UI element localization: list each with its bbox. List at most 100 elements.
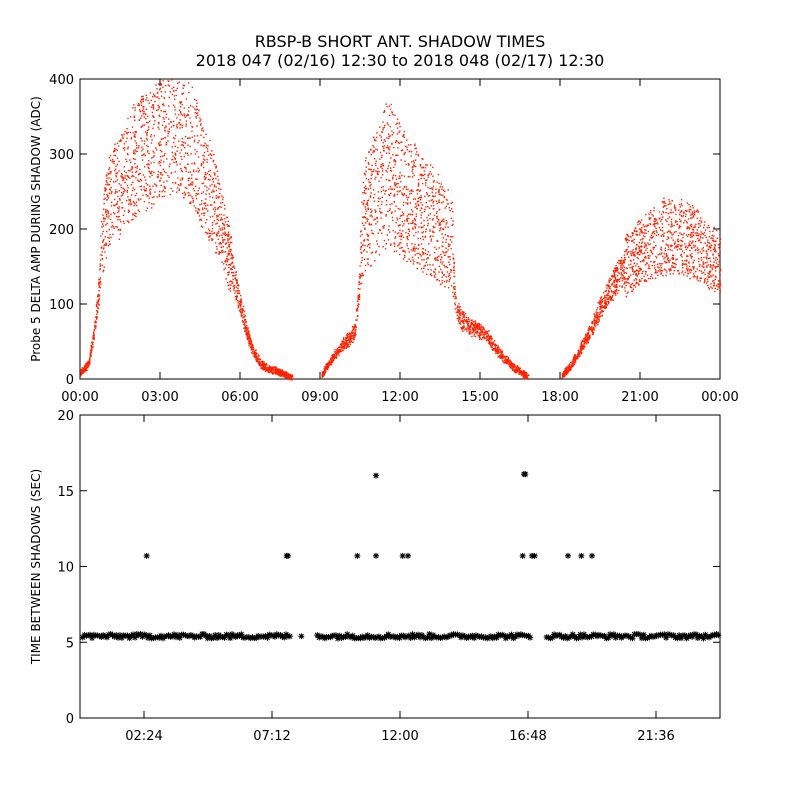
data-point	[450, 217, 453, 220]
data-point	[474, 335, 477, 338]
data-point	[466, 330, 468, 332]
data-point	[142, 95, 144, 98]
data-point	[221, 227, 223, 229]
data-point	[348, 339, 350, 341]
data-point	[461, 326, 464, 329]
data-point	[140, 102, 142, 104]
data-point	[274, 367, 277, 369]
data-point	[328, 361, 330, 363]
data-point	[357, 304, 359, 307]
data-point	[342, 346, 344, 348]
data-point	[126, 153, 129, 155]
data-point	[432, 181, 435, 183]
data-point	[332, 355, 334, 357]
data-point	[276, 372, 279, 374]
data-point	[291, 375, 294, 377]
data-point	[492, 343, 494, 345]
data-point	[452, 211, 454, 213]
data-point	[414, 159, 417, 161]
data-point	[518, 367, 520, 369]
data-point	[132, 181, 134, 183]
data-point	[627, 246, 630, 248]
data-point	[346, 340, 348, 342]
data-point	[191, 136, 193, 138]
data-point	[107, 184, 109, 186]
data-point	[704, 279, 706, 281]
data-point	[681, 215, 683, 218]
data-point	[122, 137, 124, 139]
data-point	[113, 227, 115, 229]
data-point	[331, 360, 333, 362]
data-point	[667, 236, 669, 238]
data-point	[498, 350, 500, 352]
data-point	[359, 288, 361, 290]
data-point	[497, 346, 499, 348]
data-point	[134, 163, 136, 165]
y-tick-label: 0	[66, 373, 74, 388]
data-point	[151, 170, 153, 173]
data-point	[346, 342, 348, 344]
data-point	[130, 184, 133, 186]
data-point	[370, 192, 372, 194]
data-point	[191, 181, 193, 183]
data-point	[197, 211, 199, 213]
data-point	[117, 201, 119, 203]
data-point	[429, 213, 432, 215]
data-point	[131, 168, 133, 170]
data-point	[175, 161, 178, 163]
data-point	[407, 228, 410, 230]
data-point	[189, 122, 192, 124]
data-point	[347, 333, 350, 336]
data-point	[427, 176, 429, 178]
data-point	[236, 296, 238, 298]
data-point	[108, 215, 110, 217]
data-point	[714, 267, 717, 269]
data-point	[407, 238, 409, 241]
data-point	[416, 151, 418, 153]
data-point	[150, 172, 153, 174]
data-point	[160, 91, 162, 93]
data-point	[719, 238, 722, 241]
data-point	[432, 195, 435, 198]
data-point	[382, 145, 384, 148]
data-point	[368, 235, 370, 237]
data-point	[168, 85, 171, 87]
data-point	[624, 281, 626, 283]
data-point	[443, 254, 446, 256]
data-point	[105, 209, 107, 211]
data-point	[116, 157, 119, 159]
data-point	[406, 146, 408, 148]
data-point	[395, 178, 398, 180]
data-point	[363, 258, 366, 260]
data-point	[436, 217, 438, 219]
data-point	[484, 331, 486, 333]
data-point	[234, 267, 236, 269]
data-point	[155, 147, 157, 149]
data-point	[695, 223, 697, 225]
data-point	[464, 319, 466, 321]
data-point	[163, 110, 165, 113]
data-point	[211, 238, 214, 240]
data-point	[132, 214, 134, 216]
data-point	[114, 168, 117, 170]
data-point	[417, 231, 419, 233]
data-point	[267, 367, 269, 369]
data-point	[113, 151, 115, 153]
data-point	[361, 259, 363, 261]
data-point	[257, 354, 260, 356]
data-point	[114, 150, 116, 152]
data-point	[382, 121, 384, 123]
data-point	[380, 164, 382, 166]
data-point	[395, 154, 398, 156]
data-point	[693, 273, 695, 275]
data-point	[385, 178, 388, 181]
data-point	[603, 292, 605, 294]
data-point	[101, 246, 103, 248]
data-point	[124, 175, 126, 177]
data-point	[344, 344, 346, 346]
data-point	[152, 104, 154, 106]
data-point	[206, 158, 208, 161]
data-point	[116, 179, 118, 181]
data-point	[634, 251, 636, 253]
data-point	[458, 303, 460, 305]
